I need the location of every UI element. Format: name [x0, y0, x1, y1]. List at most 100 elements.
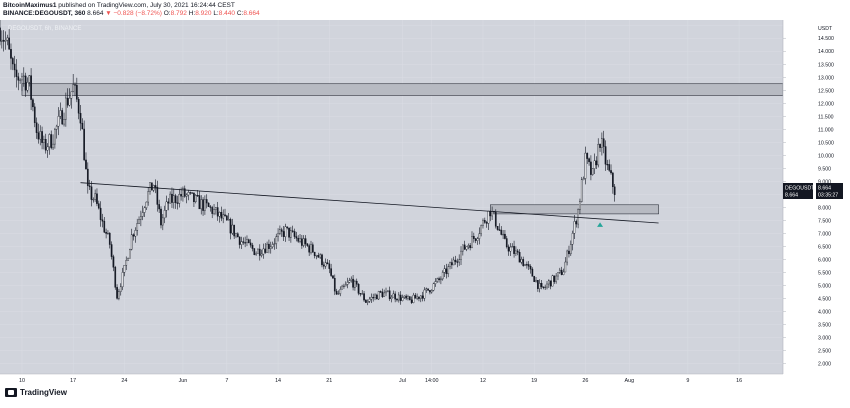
time-tick-label: 12 [480, 378, 486, 384]
time-tick-label: 19 [531, 378, 537, 384]
candle-down [268, 243, 270, 249]
candle-down [33, 106, 36, 123]
candle-down [421, 295, 424, 299]
candle-down [293, 231, 296, 237]
candle-up [266, 243, 268, 253]
candle-up [584, 152, 587, 179]
chart-watermark: DEGOUSDT, 6h, BINANCE [8, 26, 81, 32]
price-tick-label: 14.000 [818, 49, 834, 55]
candle-down [527, 264, 530, 267]
ohlc-l: 8.440 [218, 10, 236, 17]
time-tick-label: 10 [19, 378, 25, 384]
candle-up [6, 37, 9, 41]
candle-up [273, 243, 276, 245]
candle-up [423, 289, 426, 299]
candle-up [593, 160, 596, 169]
time-axis[interactable]: 10 17 24 Jun 7 14 21 Jul 14:00 12 19 26 Aug 9 16 [0, 373, 850, 385]
candle-down [606, 164, 609, 166]
candle-up [39, 131, 42, 140]
candle-up [143, 207, 146, 213]
candle-down [381, 291, 384, 297]
candle-up [319, 254, 321, 258]
candle-down [540, 283, 543, 288]
candle-up [571, 233, 574, 245]
price-tick-label: 12.000 [818, 101, 834, 107]
candle-down [32, 99, 34, 108]
candle-down [590, 161, 592, 175]
candle-up [346, 282, 349, 285]
candle-up [535, 280, 537, 282]
candle-down [191, 192, 193, 194]
candle-up [119, 286, 122, 292]
candle-down [50, 134, 53, 149]
plot-area[interactable] [0, 20, 783, 374]
candle-up [52, 143, 54, 149]
price-axis-currency: USDT [818, 26, 833, 32]
candle-up [577, 209, 579, 225]
candle-down [456, 261, 459, 263]
ohlc-o: 8.792 [170, 10, 187, 17]
candle-down [522, 259, 525, 266]
candle-down [612, 172, 614, 188]
candle-up [449, 262, 451, 267]
candle-up [591, 168, 594, 175]
candle-down [24, 75, 27, 91]
candle-up [65, 97, 67, 120]
candle-down [114, 267, 117, 288]
candle-down [226, 215, 228, 221]
candle-up [271, 244, 274, 248]
candle-down [44, 139, 47, 151]
candle-up [310, 244, 312, 253]
chart-header: BitcoinMaximus1 published on TradingView… [0, 0, 850, 20]
candle-down [286, 226, 289, 229]
candle-up [339, 289, 342, 294]
candle-down [469, 245, 472, 249]
candle-up [28, 75, 31, 83]
candle-down [513, 246, 515, 254]
candle-down [88, 185, 91, 187]
price-axis-value: 8.664 [818, 186, 831, 192]
candle-up [130, 234, 133, 250]
candle-down [216, 207, 219, 217]
candle-down [553, 275, 556, 282]
candle-up [566, 250, 568, 263]
price-tick-label: 12.500 [818, 88, 834, 94]
candle-up [204, 199, 206, 211]
price-tick-label: 4.000 [818, 310, 831, 316]
candle-down [86, 168, 89, 186]
candle-down [542, 286, 545, 288]
candle-up [350, 278, 353, 281]
candle-up [487, 210, 490, 224]
publisher-name[interactable]: BitcoinMaximus1 [3, 2, 57, 9]
candle-up [482, 220, 484, 226]
candle-down [537, 280, 539, 289]
candle-up [467, 245, 470, 248]
candle-up [344, 284, 347, 287]
candle-up [573, 221, 576, 234]
tradingview-logo[interactable]: TradingView [5, 388, 67, 397]
time-tick-label: 21 [326, 378, 332, 384]
published-text: published on TradingView.com, July 30, 2… [58, 2, 235, 9]
candle-up [416, 296, 418, 299]
candle-down [196, 195, 199, 197]
candle-up [46, 146, 49, 151]
candle-up [231, 224, 234, 234]
trendline[interactable] [80, 182, 659, 224]
candle-up [324, 262, 327, 267]
price-tick-label: 6.000 [818, 257, 831, 263]
candle-up [125, 260, 128, 266]
price-tick-label: 11.500 [818, 114, 834, 120]
candle-down [202, 199, 204, 211]
candle-down [41, 131, 43, 143]
candle-down [97, 203, 100, 209]
candle-down [258, 248, 261, 256]
candle-up [441, 272, 444, 280]
candle-down [333, 278, 336, 292]
candle-down [568, 250, 570, 255]
candle-up [401, 297, 404, 301]
candle-down [99, 207, 102, 220]
candle-up [547, 280, 550, 285]
price-tick-label: 4.500 [818, 297, 831, 303]
